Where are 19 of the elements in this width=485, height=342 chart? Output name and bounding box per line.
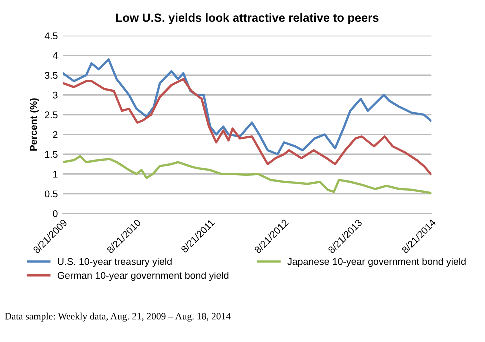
y-tick-label: 4 [53,52,58,60]
y-tick-label: 0.5 [45,190,58,198]
y-tick-label: 0 [53,210,58,218]
line-series [63,78,432,176]
y-tick-label: 1 [54,171,58,178]
line-series [63,155,432,194]
legend-label: Japanese 10-year government bond yield [288,258,466,268]
legend-label: U.S. 10-year treasury yield [58,258,172,268]
y-tick-label: 3.5 [45,72,58,80]
chart-title: Low U.S. yields look attractive relative to peers [116,13,379,24]
line-series [63,58,432,156]
text: Data sample: Weekly data, Aug. 21, 2009 – Aug. 18, 2014 [5,312,231,322]
y-tick-label: 2 [53,131,58,138]
y-tick-label: 2.5 [45,112,58,119]
legend-label: German 10-year government bond yield [58,272,229,282]
y-axis-title: Percent (%) [30,98,40,151]
y-tick-label: 4.5 [44,32,58,40]
y-tick-label: 3 [53,92,58,99]
y-tick-label: 1.5 [45,151,58,158]
